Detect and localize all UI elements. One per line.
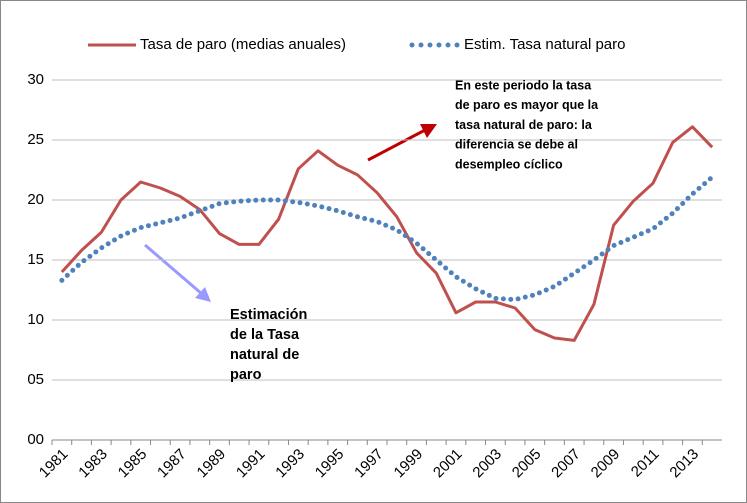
annotation-line: paro — [230, 367, 262, 383]
series-line — [60, 125, 714, 342]
annotation-line: tasa natural de paro: la — [455, 118, 593, 132]
legend-label: Estim. Tasa natural paro — [464, 36, 625, 53]
annotation-line: Estimación — [230, 307, 307, 323]
annotation-line: de la Tasa — [230, 327, 300, 343]
arrow — [367, 127, 428, 162]
series-line — [59, 174, 715, 303]
annotation-line: diferencia se debe al — [455, 138, 578, 152]
annotation-line: desempleo cíclico — [455, 157, 563, 171]
y-tick-label: 00 — [27, 431, 44, 448]
arrow-head — [195, 287, 211, 302]
y-tick-label: 30 — [27, 71, 44, 88]
annotation-line: En este periodo la tasa — [455, 78, 592, 92]
y-tick-label: 10 — [27, 311, 44, 328]
annotation-line: de paro es mayor que la — [455, 98, 599, 112]
annotation: En este periodo la tasa de paro es mayor … — [455, 78, 599, 171]
annotation: Estimación de la Tasa natural de paro — [230, 307, 307, 383]
arrow-head — [420, 124, 437, 138]
arrow — [144, 243, 203, 296]
y-tick-label: 20 — [27, 191, 44, 208]
y-tick-label: 15 — [27, 251, 44, 268]
y-tick-label: 25 — [27, 131, 44, 148]
legend-label: Tasa de paro (medias anuales) — [140, 36, 346, 53]
annotation-line: natural de — [230, 347, 299, 363]
y-tick-label: 05 — [27, 371, 44, 388]
